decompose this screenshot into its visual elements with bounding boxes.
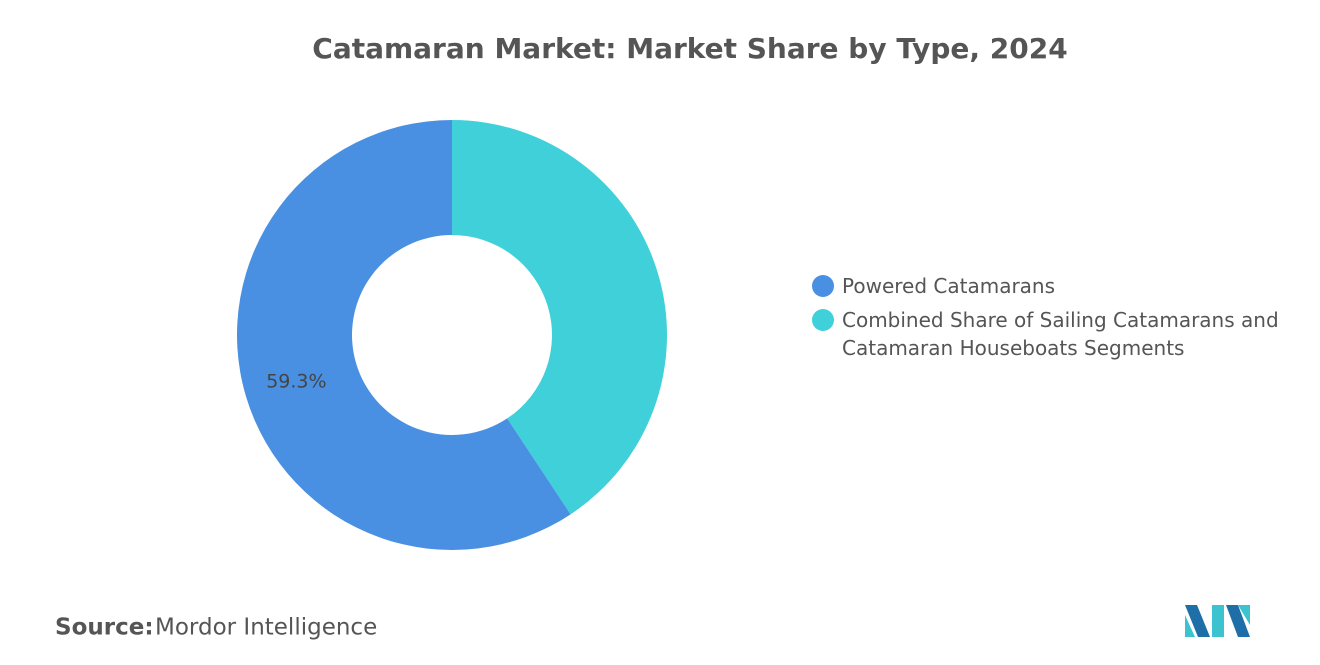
- donut: 59.3%: [236, 120, 667, 550]
- data-label: 59.3%: [266, 370, 326, 392]
- logo-shape: [1185, 605, 1210, 637]
- legend-label: Powered Catamarans: [842, 274, 1056, 298]
- slice: [236, 120, 571, 550]
- logo-shape: [1185, 615, 1195, 637]
- source: Mordor Intelligence: [155, 615, 377, 641]
- slice: [452, 120, 667, 515]
- logo: [1185, 605, 1250, 637]
- legend: Powered Catamarans Combined Share of Sail…: [812, 272, 1282, 368]
- legend-label: Combined Share of Sailing Catamarans and…: [842, 308, 1279, 360]
- logo-shape: [1226, 605, 1250, 637]
- legend-swatch: [812, 309, 834, 331]
- legend-item: Powered Catamarans: [812, 272, 1282, 300]
- logo-shape: [1238, 605, 1250, 625]
- source-label: Source:: [55, 615, 154, 641]
- legend-item: Combined Share of Sailing Catamarans and…: [812, 306, 1282, 362]
- chart-title: Catamaran Market: Market Share by Type, …: [312, 32, 1067, 65]
- logo-shape: [1212, 605, 1224, 637]
- legend-swatch: [812, 275, 834, 297]
